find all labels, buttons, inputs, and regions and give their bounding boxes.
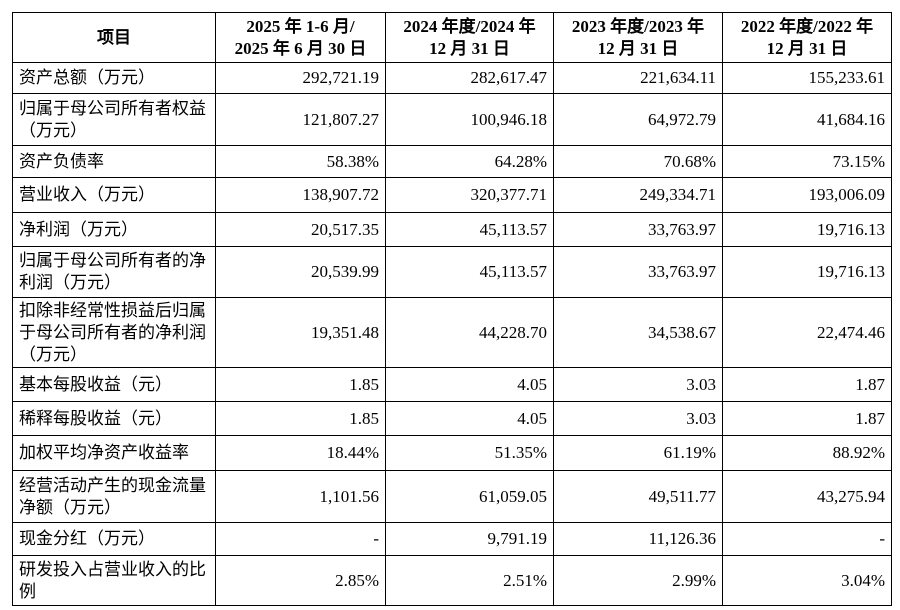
header-text: 项目 [97,27,131,47]
value-cell: 19,716.13 [722,212,892,247]
header-text: 12 月 31 日 [766,38,848,58]
value-cell: 4.05 [385,367,554,402]
value-cell: 320,377.71 [385,177,554,213]
value-cell: 33,763.97 [553,246,723,298]
value-cell: 292,721.19 [215,62,386,94]
value-cell: 1.87 [722,401,892,436]
value-cell: 2.85% [215,555,386,606]
row-label: 现金分红（万元） [12,522,216,556]
value-cell: 2.51% [385,555,554,606]
table-row: 稀释每股收益（元） 1.85 4.05 3.03 1.87 [12,401,892,436]
value-cell: 43,275.94 [722,470,892,523]
row-label: 资产负债率 [12,145,216,178]
value-cell: 49,511.77 [553,470,723,523]
value-cell: 221,634.11 [553,62,723,94]
value-cell: 41,684.16 [722,93,892,146]
value-cell: 64.28% [385,145,554,178]
row-label: 归属于母公司所有者权益（万元） [12,93,216,146]
value-cell: 193,006.09 [722,177,892,213]
value-cell: 51.35% [385,435,554,471]
value-cell: 1.85 [215,367,386,402]
value-cell: 2.99% [553,555,723,606]
value-cell: 9,791.19 [385,522,554,556]
row-label: 资产总额（万元） [12,62,216,94]
value-cell: 44,228.70 [385,297,554,368]
value-cell: 1,101.56 [215,470,386,523]
value-cell: 64,972.79 [553,93,723,146]
value-cell: 20,517.35 [215,212,386,247]
header-text: 2022 年度/2022 年 [740,16,874,36]
financial-table: 项目 2025 年 1-6 月/2025 年 6 月 30 日 2024 年度/20… [12,12,892,606]
table-row: 基本每股收益（元） 1.85 4.05 3.03 1.87 [12,367,892,402]
header-cell: 项目 [12,12,216,63]
table-row: 扣除非经常性损益后归属于母公司所有者的净利润（万元） 19,351.48 44,22… [12,297,892,368]
header-text: 12 月 31 日 [429,38,510,58]
value-cell: 20,539.99 [215,246,386,298]
value-cell: 70.68% [553,145,723,178]
value-cell: 121,807.27 [215,93,386,146]
header-text: 2024 年度/2024 年 [403,16,536,36]
table-row: 净利润（万元） 20,517.35 45,113.57 33,763.97 19,716… [12,212,892,247]
row-label: 净利润（万元） [12,212,216,247]
row-label: 经营活动产生的现金流量净额（万元） [12,470,216,523]
value-cell: 3.04% [722,555,892,606]
value-cell: 249,334.71 [553,177,723,213]
table-row: 现金分红（万元） -9,791.19 11,126.36- [12,522,892,556]
table-row: 营业收入（万元） 138,907.72 320,377.71 249,334.71 19… [12,177,892,213]
value-cell: 3.03 [553,367,723,402]
value-cell: 88.92% [722,435,892,471]
table-row: 归属于母公司所有者的净利润（万元） 20,539.99 45,113.57 33,76… [12,246,892,298]
row-label: 基本每股收益（元） [12,367,216,402]
row-label: 营业收入（万元） [12,177,216,213]
value-cell: 61.19% [553,435,723,471]
value-cell: 34,538.67 [553,297,723,368]
row-label: 稀释每股收益（元） [12,401,216,436]
value-cell: 3.03 [553,401,723,436]
value-cell: 282,617.47 [385,62,554,94]
value-cell: 61,059.05 [385,470,554,523]
row-label: 归属于母公司所有者的净利润（万元） [12,246,216,298]
header-cell: 2025 年 1-6 月/2025 年 6 月 30 日 [215,12,386,63]
row-label: 加权平均净资产收益率 [12,435,216,471]
table-row: 经营活动产生的现金流量净额（万元） 1,101.56 61,059.05 49,511… [12,470,892,523]
value-cell: 58.38% [215,145,386,178]
header-text: 2025 年 6 月 30 日 [234,38,367,58]
table-row: 资产负债率 58.38% 64.28% 70.68% 73.15% [12,145,892,178]
header-text: 12 月 31 日 [597,38,679,58]
value-cell: 33,763.97 [553,212,723,247]
header-cell: 2023 年度/2023 年 12 月 31 日 [553,12,723,63]
header-cell: 2024 年度/2024 年 12 月 31 日 [385,12,554,63]
table-row: 归属于母公司所有者权益（万元） 121,807.27 100,946.18 64,97… [12,93,892,146]
row-label: 研发投入占营业收入的比例 [12,555,216,606]
value-cell: 45,113.57 [385,246,554,298]
value-cell: 19,351.48 [215,297,386,368]
value-cell: 1.87 [722,367,892,402]
value-cell: 100,946.18 [385,93,554,146]
value-cell: 155,233.61 [722,62,892,94]
table-row: 研发投入占营业收入的比例 2.85% 2.51% 2.99% 3.04% [12,555,892,606]
value-cell: 11,126.36 [553,522,723,556]
row-label: 扣除非经常性损益后归属于母公司所有者的净利润（万元） [12,297,216,368]
value-cell: 4.05 [385,401,554,436]
value-cell: 22,474.46 [722,297,892,368]
value-cell: 1.85 [215,401,386,436]
table-row: 资产总额（万元） 292,721.19 282,617.47 221,634.11 15… [12,62,892,94]
header-row: 项目 2025 年 1-6 月/2025 年 6 月 30 日 2024 年度/20… [12,12,892,63]
header-text: 2025 年 1-6 月/ [246,16,355,36]
value-cell: 73.15% [722,145,892,178]
header-cell: 2022 年度/2022 年 12 月 31 日 [722,12,892,63]
value-cell: - [215,522,386,556]
table-row: 加权平均净资产收益率 18.44% 51.35% 61.19% 88.92% [12,435,892,471]
value-cell: 138,907.72 [215,177,386,213]
value-cell: 19,716.13 [722,246,892,298]
value-cell: 18.44% [215,435,386,471]
value-cell: - [722,522,892,556]
value-cell: 45,113.57 [385,212,554,247]
header-text: 2023 年度/2023 年 [571,16,705,36]
